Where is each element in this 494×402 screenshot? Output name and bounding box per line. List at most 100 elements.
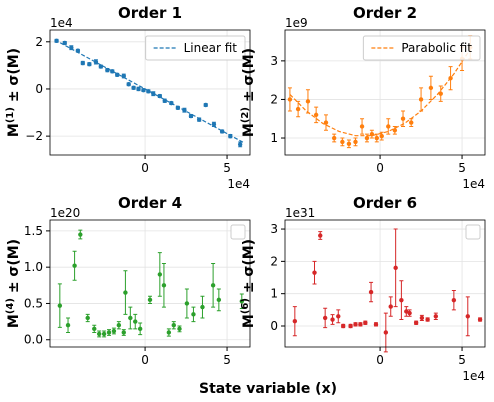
data-point bbox=[379, 133, 384, 139]
legend: Linear fit bbox=[145, 35, 246, 61]
data-point bbox=[373, 322, 379, 327]
data-point bbox=[348, 323, 353, 329]
axes-frame bbox=[49, 29, 251, 156]
data-point bbox=[287, 97, 293, 102]
y-tick-label: 2 bbox=[270, 254, 278, 268]
data-point bbox=[413, 320, 419, 325]
data-point bbox=[147, 297, 153, 303]
data-point bbox=[126, 82, 131, 87]
subplot-title: Order 2 bbox=[353, 4, 417, 22]
data-point bbox=[211, 122, 217, 127]
data-point bbox=[404, 309, 409, 314]
data-point bbox=[111, 328, 117, 334]
data-point bbox=[162, 98, 167, 103]
data-point bbox=[239, 299, 245, 304]
data-point bbox=[331, 135, 337, 141]
y-axis-label-part: ± σ(M) bbox=[241, 48, 257, 107]
data-point bbox=[65, 323, 71, 328]
data-point bbox=[80, 60, 85, 66]
fit-line bbox=[289, 48, 471, 137]
data-point bbox=[323, 120, 329, 125]
data-point bbox=[409, 120, 414, 125]
subplot-title: Order 4 bbox=[118, 194, 182, 212]
data-point bbox=[87, 61, 92, 67]
legend-box bbox=[145, 35, 246, 61]
data-point bbox=[106, 330, 112, 335]
data-point bbox=[358, 322, 363, 327]
y-tick-label: 0.0 bbox=[24, 333, 43, 347]
data-point bbox=[137, 326, 143, 332]
axes-frame bbox=[284, 29, 486, 156]
y-tick-label: 0 bbox=[270, 319, 278, 333]
y-offset-label: 1e20 bbox=[50, 206, 80, 220]
subplot: 0 1 2 3 0 5 Order 6 1e31 1e4 M(6) ± σ(M) bbox=[240, 194, 486, 383]
data-point bbox=[101, 331, 107, 337]
data-point bbox=[98, 64, 104, 69]
data-point bbox=[131, 85, 136, 90]
data-point bbox=[451, 297, 457, 303]
y-tick-label: 0.5 bbox=[24, 296, 43, 310]
data-point bbox=[407, 310, 412, 316]
data-point bbox=[477, 317, 483, 322]
y-offset-label: 1e9 bbox=[285, 16, 308, 30]
subplot: 0.0 0.5 1.0 1.5 0 5 Order 4 1e20 M(4) ± σ(M) bbox=[5, 194, 251, 367]
y-tick-label: 1 bbox=[270, 131, 278, 145]
data-point bbox=[93, 59, 99, 65]
y-axis-label: M(4) ± σ(M) bbox=[5, 239, 23, 328]
data-point bbox=[136, 86, 141, 92]
data-point bbox=[340, 323, 346, 329]
data-point bbox=[374, 135, 380, 141]
y-axis-label-part: ± σ(M) bbox=[241, 239, 257, 298]
data-point bbox=[72, 263, 77, 268]
data-point bbox=[123, 290, 128, 295]
data-point bbox=[353, 139, 358, 145]
data-point bbox=[177, 326, 182, 332]
data-point bbox=[305, 99, 311, 104]
data-point bbox=[433, 314, 439, 319]
y-offset-label: 1e31 bbox=[285, 206, 315, 220]
subplot: 1 2 3 0 5 Parabolic fit Order 2 1e9 1e4 M(2) ± σ(… bbox=[240, 4, 486, 191]
data-point bbox=[161, 283, 167, 288]
data-point bbox=[386, 124, 391, 129]
x-tick-label: 0 bbox=[376, 161, 384, 175]
data-point bbox=[216, 297, 222, 303]
y-axis-label-part: M bbox=[241, 123, 257, 137]
y-tick-label: 1.5 bbox=[24, 224, 43, 238]
x-offset-label: 1e4 bbox=[462, 369, 485, 383]
y-tick-label: 1.0 bbox=[24, 260, 43, 274]
y-tick-label: −2 bbox=[25, 129, 43, 143]
data-point bbox=[346, 141, 352, 147]
data-point bbox=[318, 233, 323, 238]
legend-box bbox=[230, 224, 246, 240]
legend: Parabolic fit bbox=[362, 35, 481, 61]
data-point bbox=[359, 124, 365, 129]
legend-label: Parabolic fit bbox=[401, 41, 472, 55]
y-tick-label: 1 bbox=[270, 287, 278, 301]
data-point bbox=[312, 270, 317, 275]
x-tick-label: 0 bbox=[141, 353, 149, 367]
y-tick-label: 0 bbox=[35, 82, 43, 96]
data-point bbox=[92, 326, 97, 332]
y-tick-label: 3 bbox=[270, 54, 278, 68]
data-point bbox=[392, 128, 398, 133]
data-point bbox=[363, 320, 368, 325]
plot-area bbox=[50, 220, 250, 347]
data-point bbox=[313, 112, 319, 118]
data-point bbox=[210, 283, 216, 288]
legend-label: Linear fit bbox=[184, 41, 238, 55]
y-axis-label-part: (2) bbox=[240, 107, 251, 123]
x-offset-label: 1e4 bbox=[462, 177, 485, 191]
y-axis-label: M(1) ± σ(M) bbox=[5, 48, 23, 137]
y-tick-label: 2 bbox=[35, 35, 43, 49]
data-point bbox=[419, 315, 425, 321]
data-point bbox=[171, 323, 176, 328]
data-point bbox=[383, 330, 389, 335]
data-point bbox=[418, 97, 424, 102]
data-point bbox=[292, 318, 298, 324]
data-point bbox=[78, 232, 83, 237]
data-point bbox=[465, 314, 470, 319]
x-offset-label: 1e4 bbox=[227, 177, 250, 191]
data-point bbox=[203, 102, 208, 108]
y-axis-label: M(2) ± σ(M) bbox=[240, 48, 258, 137]
